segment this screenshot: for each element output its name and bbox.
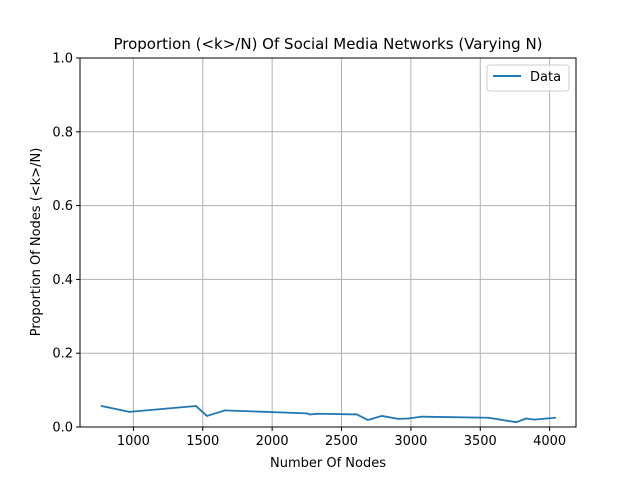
y-tick-label: 1.0 <box>52 52 73 67</box>
x-tick-label: 3500 <box>464 434 497 449</box>
data-point <box>305 412 308 415</box>
data-point <box>194 405 197 407</box>
x-tick-label: 1500 <box>186 434 219 449</box>
data-point <box>366 419 369 421</box>
y-axis-label: Proportion Of Nodes (<k>/N) <box>29 148 44 337</box>
data-point <box>206 415 208 417</box>
x-axis-label: Number Of Nodes <box>270 456 386 471</box>
data-point <box>317 412 319 415</box>
x-tick-label: 1000 <box>117 434 150 449</box>
legend-box <box>486 64 570 92</box>
x-tick-label: 2000 <box>256 434 289 449</box>
x-tick-label: 2500 <box>325 434 358 449</box>
data-point <box>380 415 383 417</box>
data-point <box>128 410 131 413</box>
data-point <box>554 416 557 419</box>
chart-title: Proportion (<k>/N) Of Social Media Netwo… <box>113 35 542 53</box>
y-axis-ticks: 0.0 0.2 0.4 0.6 0.8 1.0 <box>52 52 80 436</box>
y-tick-label: 0.4 <box>52 273 73 288</box>
legend: Data <box>486 64 570 92</box>
data-point <box>308 413 311 416</box>
data-point <box>533 418 536 421</box>
plot-frame <box>79 57 577 428</box>
y-tick-label: 0.0 <box>52 421 73 436</box>
data-point <box>100 405 103 407</box>
data-point <box>224 409 226 412</box>
y-tick-label: 0.6 <box>52 199 73 214</box>
y-tick-label: 0.2 <box>52 347 73 362</box>
x-tick-label: 4000 <box>533 434 566 449</box>
y-tick-label: 0.8 <box>52 125 73 140</box>
data-point <box>421 415 423 418</box>
data-point <box>487 416 490 419</box>
legend-label-data: Data <box>530 70 561 85</box>
series-lines <box>100 405 557 424</box>
x-axis-ticks: 1000 1500 2000 2500 3000 3500 4000 <box>117 427 566 449</box>
data-point <box>515 421 518 424</box>
x-tick-label: 3000 <box>394 434 427 449</box>
data-point <box>355 413 358 416</box>
data-point <box>525 417 527 420</box>
data-point <box>397 417 400 420</box>
data-point <box>407 417 410 420</box>
